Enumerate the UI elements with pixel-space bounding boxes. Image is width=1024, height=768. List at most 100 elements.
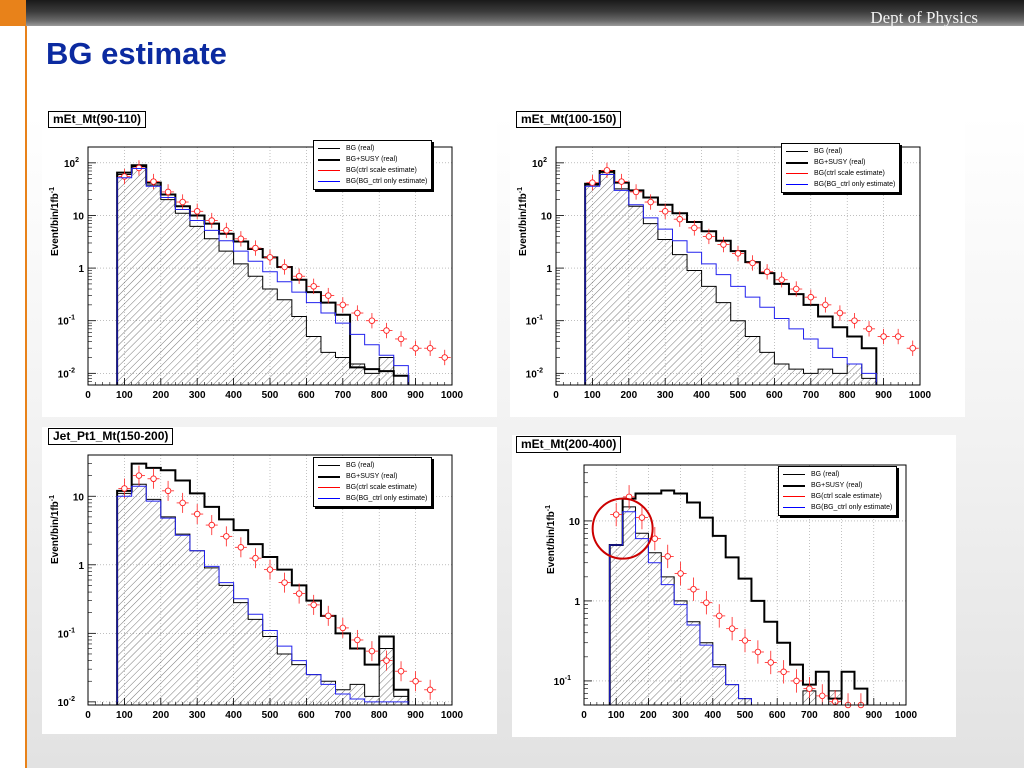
x-tick-label: 1000 <box>441 710 464 721</box>
data-point <box>703 599 710 606</box>
legend-entry: BG (real) <box>318 460 427 471</box>
x-tick-label: 700 <box>801 710 818 721</box>
page-title: BG estimate <box>46 36 227 71</box>
data-point <box>397 335 405 343</box>
x-tick-label: 0 <box>553 390 559 401</box>
highlight-circle <box>591 497 654 560</box>
data-point <box>324 612 332 620</box>
series-line <box>584 174 877 385</box>
data-point <box>164 188 172 196</box>
x-tick-label: 0 <box>581 710 587 721</box>
legend-label: BG(ctrl scale estimate) <box>811 493 882 500</box>
y-tick-label: 102 <box>532 157 547 170</box>
data-point <box>691 224 698 232</box>
data-point <box>412 677 419 685</box>
data-point <box>426 686 434 694</box>
data-point <box>603 167 611 174</box>
y-axis-label: Event/bin/1fb-1 <box>545 505 557 574</box>
legend-line-swatch <box>786 151 808 152</box>
legend-entry: BG (real) <box>786 146 895 157</box>
y-axis-label: Event/bin/1fb-1 <box>49 187 61 256</box>
legend-label: BG (real) <box>346 145 375 152</box>
x-tick-label: 200 <box>152 710 169 721</box>
legend-label: BG+SUSY (real) <box>814 159 866 166</box>
x-tick-label: 900 <box>407 710 424 721</box>
chart-title: Jet_Pt1_Mt(150-200) <box>48 428 174 445</box>
y-tick-label: 10 <box>73 492 85 503</box>
x-tick-label: 600 <box>298 710 315 721</box>
data-point <box>193 510 201 518</box>
data-point <box>150 475 157 483</box>
legend-line-swatch <box>783 474 805 475</box>
legend-line-swatch <box>318 487 340 488</box>
chart-panel-met-mt-200-400: 0 100 200 300 400 500 600 700 800 900 1000 10 1 10-1 E… <box>512 435 956 737</box>
x-tick-label: 400 <box>693 390 710 401</box>
data-point <box>793 677 800 685</box>
data-point <box>638 514 646 521</box>
x-tick-label: 0 <box>85 710 91 721</box>
data-point <box>715 612 723 620</box>
series-line <box>116 462 410 705</box>
legend-label: BG(ctrl scale estimate) <box>346 167 417 174</box>
data-point <box>664 553 671 560</box>
legend-line-swatch <box>318 158 340 161</box>
bg-real-hatch-fill <box>117 484 409 705</box>
legend-label: BG+SUSY (real) <box>811 482 863 489</box>
legend-label: BG+SUSY (real) <box>346 473 398 480</box>
data-point <box>612 511 620 518</box>
legend-label: BG(BG_ctrl only estimate) <box>814 181 896 188</box>
data-point <box>310 283 317 290</box>
series-1 <box>584 169 878 385</box>
data-point <box>179 198 186 206</box>
y-tick-label: 1 <box>574 597 580 608</box>
x-tick-label: 600 <box>298 390 315 401</box>
series-1 <box>608 489 869 705</box>
x-axis: 0 100 200 300 400 500 600 700 800 900 1000 <box>85 378 464 401</box>
data-point <box>310 601 317 609</box>
x-axis: 0 100 200 300 400 500 600 700 800 900 1000 <box>553 378 932 401</box>
x-tick-label: 500 <box>730 390 747 401</box>
y-tick-label: 10-1 <box>554 675 571 688</box>
top-bar-accent <box>0 0 26 26</box>
series-2 <box>118 160 451 366</box>
data-point <box>354 309 361 317</box>
legend-entry: BG+SUSY (real) <box>318 471 427 482</box>
data-point <box>324 292 332 299</box>
data-point <box>339 301 347 309</box>
y-axis-label: Event/bin/1fb-1 <box>517 187 529 256</box>
data-point <box>397 667 405 675</box>
data-point <box>237 235 245 243</box>
data-point <box>880 333 887 340</box>
y-tick-label: 10-2 <box>58 367 75 380</box>
data-point <box>807 293 815 301</box>
data-point <box>368 317 376 324</box>
data-point <box>754 648 762 656</box>
data-point <box>179 499 186 507</box>
series-3 <box>584 174 877 385</box>
y-tick-label: 10-1 <box>58 627 75 640</box>
data-point <box>412 344 419 352</box>
x-tick-label: 800 <box>833 710 850 721</box>
legend-line-swatch <box>318 170 340 171</box>
y-axis: 10 1 10-1 <box>554 472 592 699</box>
legend-label: BG (real) <box>811 471 840 478</box>
x-tick-label: 300 <box>672 710 689 721</box>
legend-entry: BG (real) <box>783 469 892 480</box>
x-tick-label: 800 <box>371 710 388 721</box>
x-tick-label: 900 <box>407 390 424 401</box>
legend-label: BG(BG_ctrl only estimate) <box>346 178 428 185</box>
data-point <box>281 579 288 586</box>
data-point <box>819 692 826 700</box>
series-line <box>584 169 878 385</box>
legend-entry: BG+SUSY (real) <box>783 480 892 491</box>
data-point <box>909 344 916 352</box>
x-tick-label: 300 <box>657 390 674 401</box>
legend-entry: BG(BG_ctrl only estimate) <box>783 502 892 513</box>
data-point <box>690 585 697 593</box>
y-tick-label: 102 <box>64 157 79 170</box>
sidebar-accent-line <box>25 26 27 768</box>
bg-real-hatch-fill <box>609 506 868 705</box>
data-point <box>780 668 787 676</box>
chart-legend: BG (real) BG+SUSY (real) BG(ctrl scale est… <box>313 140 433 190</box>
chart-legend: BG (real) BG+SUSY (real) BG(ctrl scale est… <box>781 143 901 193</box>
